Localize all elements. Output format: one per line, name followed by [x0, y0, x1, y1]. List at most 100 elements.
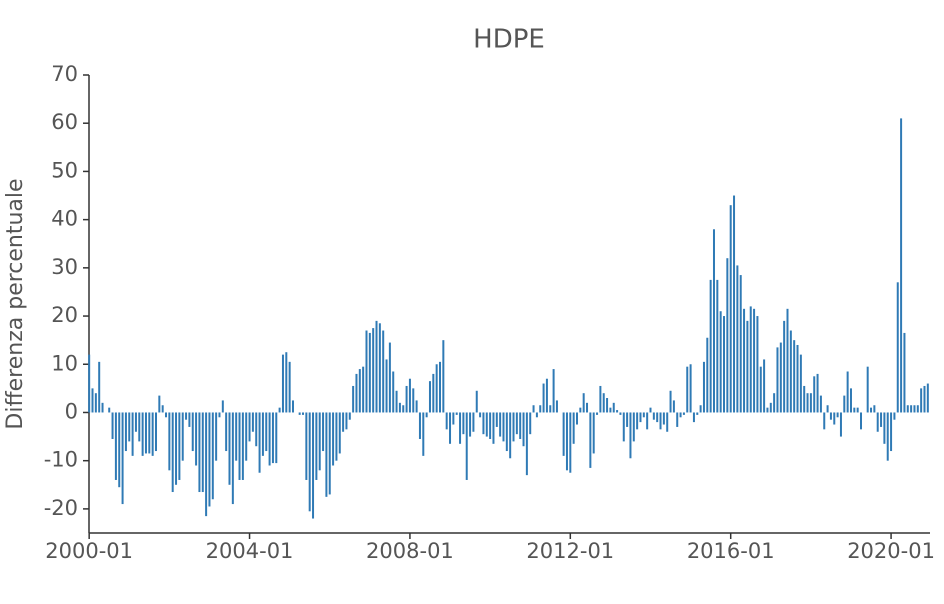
bar	[659, 412, 662, 430]
bar	[682, 412, 685, 415]
bar	[138, 412, 141, 442]
x-tick-label: 2004-01	[206, 539, 294, 563]
bar	[809, 393, 812, 413]
bar	[709, 279, 712, 413]
bar	[819, 395, 822, 413]
bar	[773, 393, 776, 413]
bar	[783, 320, 786, 413]
bar	[552, 369, 555, 413]
bar	[492, 412, 495, 444]
bar	[672, 400, 675, 413]
bar	[298, 412, 301, 415]
bar	[278, 407, 281, 413]
bar	[332, 412, 335, 466]
bar	[191, 412, 194, 452]
bar	[779, 342, 782, 413]
bar	[522, 412, 525, 447]
bar	[362, 366, 365, 413]
bar	[793, 340, 796, 413]
bar	[836, 412, 839, 418]
bar	[565, 412, 568, 471]
bar	[499, 412, 502, 437]
bar	[769, 402, 772, 413]
bar	[365, 330, 368, 413]
bar	[629, 412, 632, 459]
bar	[148, 412, 151, 454]
bar	[495, 412, 498, 427]
bar	[108, 407, 111, 413]
bar	[231, 412, 234, 505]
bar	[542, 383, 545, 413]
bar	[686, 366, 689, 413]
bar	[251, 412, 254, 432]
x-tick-label: 2000-01	[45, 539, 133, 563]
bar	[398, 402, 401, 413]
bar	[592, 412, 595, 454]
bar	[395, 390, 398, 413]
bar	[452, 412, 455, 425]
bar	[870, 407, 873, 413]
bar	[739, 275, 742, 413]
bar	[579, 407, 582, 413]
bar	[813, 376, 816, 413]
bar	[890, 412, 893, 452]
bar	[539, 405, 542, 413]
bar	[114, 412, 117, 480]
bar	[281, 354, 284, 413]
bar	[302, 412, 305, 415]
y-tick-label: 60	[51, 110, 78, 134]
bar	[161, 405, 164, 413]
bar	[432, 373, 435, 413]
bar	[626, 412, 629, 427]
bar	[696, 412, 699, 415]
bar	[98, 361, 101, 413]
bar	[606, 398, 609, 413]
bar	[509, 412, 512, 459]
bar	[702, 361, 705, 413]
bar	[378, 323, 381, 413]
bar	[308, 412, 311, 512]
bar	[134, 412, 137, 432]
bar	[849, 388, 852, 413]
bar	[288, 361, 291, 413]
bar	[489, 412, 492, 439]
bar	[846, 371, 849, 413]
bar	[833, 412, 836, 425]
bar	[896, 282, 899, 413]
bar	[900, 118, 903, 413]
bar	[736, 265, 739, 413]
bar	[124, 412, 127, 452]
bar	[586, 402, 589, 413]
bar	[609, 407, 612, 413]
bar	[128, 412, 131, 442]
bar	[312, 412, 315, 519]
bar	[144, 412, 147, 454]
bar	[636, 412, 639, 430]
bar	[241, 412, 244, 480]
bar	[198, 412, 201, 493]
bar	[485, 412, 488, 437]
bar	[596, 412, 599, 415]
bar	[789, 330, 792, 413]
bar	[228, 412, 231, 485]
bar	[188, 412, 191, 427]
bar	[261, 412, 264, 456]
bar	[462, 412, 465, 435]
bar	[208, 412, 211, 507]
bar	[392, 371, 395, 413]
bar	[322, 412, 325, 452]
y-tick-label: 10	[51, 351, 78, 375]
bar	[569, 412, 572, 473]
bar	[315, 412, 318, 480]
bar	[913, 405, 916, 413]
bar	[465, 412, 468, 480]
bar	[512, 412, 515, 442]
bar	[459, 412, 462, 444]
bar	[469, 412, 472, 437]
bar	[515, 412, 518, 435]
bar	[178, 412, 181, 480]
bar	[652, 412, 655, 420]
bar	[575, 412, 578, 425]
bar	[910, 405, 913, 413]
